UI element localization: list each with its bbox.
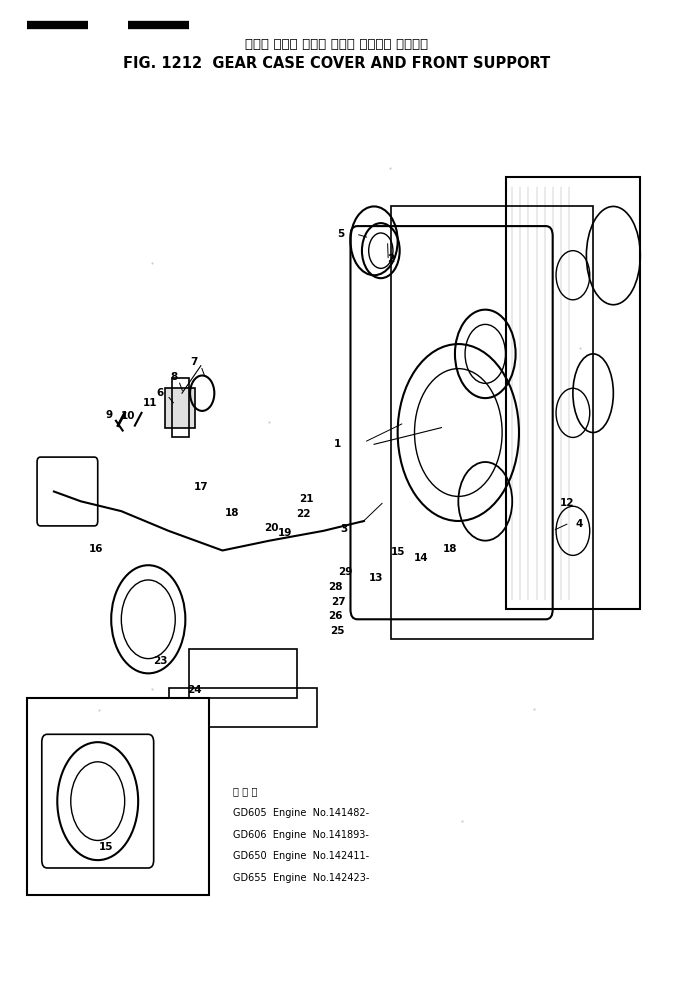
Text: GD655  Engine  No.142423-: GD655 Engine No.142423- — [233, 873, 369, 883]
Point — [575, 340, 586, 356]
Text: 5: 5 — [337, 229, 344, 239]
Bar — [27, 698, 209, 895]
Text: GD606  Engine  No.141893-: GD606 Engine No.141893- — [233, 830, 369, 839]
Text: 7: 7 — [191, 357, 197, 367]
Text: 6: 6 — [157, 388, 164, 398]
Text: 2: 2 — [388, 254, 394, 263]
Text: 21: 21 — [299, 494, 314, 504]
Text: 4: 4 — [576, 519, 583, 529]
Text: 15: 15 — [390, 548, 405, 557]
Text: 11: 11 — [142, 398, 157, 408]
Bar — [165, 388, 195, 428]
Text: 22: 22 — [296, 509, 311, 519]
Text: 20: 20 — [264, 523, 278, 533]
Text: 9: 9 — [106, 410, 113, 420]
Point — [385, 160, 396, 176]
Text: 18: 18 — [225, 508, 240, 518]
Text: 26: 26 — [328, 611, 343, 621]
Text: 15: 15 — [99, 842, 114, 852]
Text: 10: 10 — [121, 411, 135, 421]
Text: GD650  Engine  No.142411-: GD650 Engine No.142411- — [233, 851, 369, 861]
Text: 25: 25 — [330, 626, 344, 636]
Bar — [506, 177, 640, 609]
Text: FIG. 1212  GEAR CASE COVER AND FRONT SUPPORT: FIG. 1212 GEAR CASE COVER AND FRONT SUPP… — [123, 56, 551, 72]
Text: 16: 16 — [88, 544, 103, 553]
Text: 17: 17 — [193, 482, 208, 492]
Point — [264, 414, 275, 430]
Point — [93, 703, 104, 719]
Text: 13: 13 — [369, 573, 384, 583]
Text: 8: 8 — [171, 373, 177, 382]
Text: 24: 24 — [187, 685, 202, 695]
Bar — [172, 378, 189, 437]
Point — [529, 702, 540, 718]
Text: ギヤー ケース カバー および フロント サポート: ギヤー ケース カバー および フロント サポート — [245, 37, 429, 51]
Text: 29: 29 — [338, 567, 353, 577]
Text: 3: 3 — [340, 524, 347, 534]
Text: 28: 28 — [328, 582, 343, 592]
Point — [457, 814, 468, 830]
Text: 14: 14 — [414, 553, 429, 563]
Point — [146, 255, 157, 270]
Text: GD605  Engine  No.141482-: GD605 Engine No.141482- — [233, 808, 369, 818]
Point — [146, 681, 157, 697]
Text: 19: 19 — [278, 528, 293, 538]
Text: 23: 23 — [153, 656, 168, 665]
Text: 1: 1 — [334, 439, 340, 449]
Text: 27: 27 — [331, 597, 346, 607]
Text: 18: 18 — [443, 544, 458, 553]
Text: 適 用 底: 適 用 底 — [233, 786, 257, 796]
Text: 12: 12 — [560, 498, 575, 508]
